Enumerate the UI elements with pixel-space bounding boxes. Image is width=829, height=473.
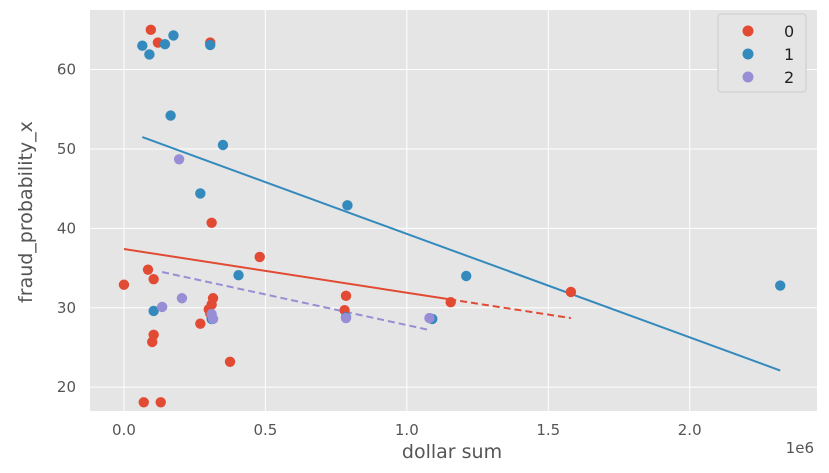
x-axis-label: dollar sum: [402, 441, 502, 463]
legend-marker-series-0: [742, 25, 754, 37]
legend: 0 1 2: [717, 13, 807, 93]
data-point-series-2: [173, 154, 185, 165]
data-point-series-2: [207, 313, 219, 325]
y-tick-label: 20: [57, 378, 76, 396]
data-point-series-2: [424, 312, 435, 324]
trend-line-series-0-extension: [449, 298, 572, 320]
data-point-series-1: [342, 200, 353, 211]
data-point-series-0: [340, 290, 352, 302]
x-tick-label: 1.0: [395, 421, 419, 439]
data-point-series-0: [195, 318, 206, 329]
data-point-series-1: [159, 38, 171, 50]
legend-label-series-2: 2: [784, 68, 794, 87]
data-point-series-0: [147, 336, 158, 348]
trend-lines: [123, 136, 781, 372]
data-point-series-1: [148, 305, 159, 317]
trend-line-series-1: [141, 136, 781, 372]
data-point-series-0: [224, 356, 236, 367]
data-point-series-1: [461, 270, 472, 282]
data-points: [118, 24, 786, 408]
x-tick-label: 0.5: [253, 421, 277, 439]
data-point-series-0: [254, 251, 265, 263]
y-axis-label: fraud_probability_x: [15, 121, 37, 303]
data-point-series-2: [156, 301, 168, 313]
legend-box: [717, 13, 807, 93]
y-tick-label: 50: [57, 140, 76, 158]
legend-label-series-0: 0: [784, 22, 794, 41]
data-point-series-0: [148, 273, 159, 285]
data-point-series-2: [176, 293, 188, 304]
data-point-series-1: [144, 49, 155, 60]
data-point-series-2: [340, 312, 352, 324]
data-point-series-1: [775, 280, 786, 291]
trend-line-series-2: [161, 271, 430, 331]
trend-line-series-0: [123, 248, 450, 301]
tick-labels: 0.0 0.5 1.0 1.5 2.0 20 30 40 50 60: [57, 61, 702, 439]
x-tick-label: 1.5: [536, 421, 560, 439]
legend-marker-series-2: [742, 71, 754, 83]
data-point-series-0: [145, 24, 157, 36]
data-point-series-0: [445, 297, 456, 308]
x-axis-offset-label: 1e6: [786, 439, 814, 457]
data-point-series-1: [195, 188, 206, 199]
data-point-series-1: [205, 39, 216, 51]
data-point-series-1: [217, 139, 229, 151]
data-point-series-1: [233, 270, 244, 281]
x-tick-label: 0.0: [112, 421, 136, 439]
legend-marker-series-1: [742, 48, 754, 60]
y-tick-label: 40: [57, 219, 76, 237]
data-point-series-1: [137, 40, 148, 51]
data-point-series-0: [206, 217, 217, 229]
legend-label-series-1: 1: [784, 45, 794, 64]
data-point-series-0: [138, 397, 149, 408]
plot-area-background: [90, 10, 817, 411]
x-tick-label: 2.0: [678, 421, 702, 439]
data-point-series-0: [142, 264, 154, 275]
data-point-series-0: [155, 397, 166, 408]
data-point-series-0: [118, 279, 130, 290]
y-tick-label: 30: [57, 299, 76, 317]
data-point-series-1: [168, 30, 179, 41]
data-point-series-0: [565, 286, 577, 298]
data-point-series-1: [165, 110, 176, 121]
y-tick-label: 60: [57, 61, 76, 79]
